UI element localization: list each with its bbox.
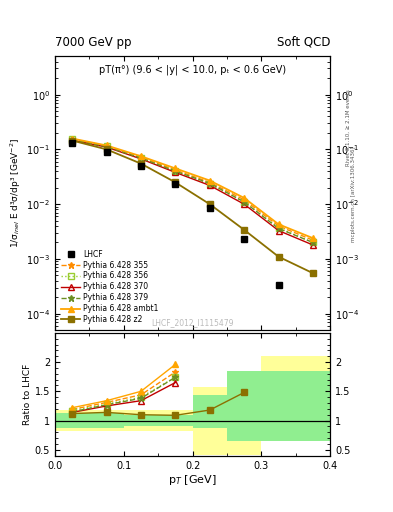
- Pythia 6.428 370: [242, 201, 246, 207]
- LHCF: [104, 150, 109, 156]
- Y-axis label: Ratio to LHCF: Ratio to LHCF: [23, 364, 32, 425]
- Pythia 6.428 ambt1: [70, 136, 75, 142]
- Pythia 6.428 379: [242, 199, 246, 205]
- Pythia 6.428 z2: [70, 138, 75, 144]
- Text: Rivet 3.1.10, ≥ 2.1M events: Rivet 3.1.10, ≥ 2.1M events: [345, 90, 350, 166]
- Text: Soft QCD: Soft QCD: [277, 36, 330, 49]
- Pythia 6.428 355: [242, 197, 246, 203]
- Pythia 6.428 370: [70, 137, 75, 143]
- Pythia 6.428 370: [139, 156, 143, 162]
- Pythia 6.428 370: [276, 227, 281, 233]
- Pythia 6.428 ambt1: [104, 142, 109, 148]
- X-axis label: p$_T$ [GeV]: p$_T$ [GeV]: [168, 473, 217, 487]
- Pythia 6.428 z2: [276, 253, 281, 260]
- Pythia 6.428 379: [173, 168, 178, 174]
- Text: LHCF_2012_I1115479: LHCF_2012_I1115479: [151, 318, 234, 328]
- Text: mcplots.cern.ch [arXiv:1306.3436]: mcplots.cern.ch [arXiv:1306.3436]: [351, 147, 356, 242]
- Pythia 6.428 356: [173, 168, 178, 174]
- Pythia 6.428 z2: [173, 179, 178, 185]
- Pythia 6.428 356: [104, 143, 109, 150]
- LHCF: [310, 344, 315, 350]
- Pythia 6.428 ambt1: [310, 235, 315, 241]
- Line: Pythia 6.428 z2: Pythia 6.428 z2: [70, 138, 316, 276]
- Line: Pythia 6.428 356: Pythia 6.428 356: [70, 137, 316, 245]
- Pythia 6.428 z2: [104, 146, 109, 153]
- Pythia 6.428 ambt1: [139, 153, 143, 159]
- Pythia 6.428 ambt1: [242, 195, 246, 201]
- Pythia 6.428 379: [139, 155, 143, 161]
- LHCF: [70, 140, 75, 146]
- Pythia 6.428 356: [139, 155, 143, 161]
- Pythia 6.428 z2: [139, 161, 143, 167]
- Pythia 6.428 355: [70, 136, 75, 142]
- Pythia 6.428 355: [310, 237, 315, 243]
- Pythia 6.428 370: [310, 242, 315, 248]
- Pythia 6.428 ambt1: [173, 165, 178, 172]
- Pythia 6.428 379: [70, 137, 75, 143]
- Pythia 6.428 370: [173, 169, 178, 176]
- Line: Pythia 6.428 355: Pythia 6.428 355: [69, 136, 316, 244]
- Text: 7000 GeV pp: 7000 GeV pp: [55, 36, 132, 49]
- Pythia 6.428 z2: [310, 270, 315, 276]
- Pythia 6.428 356: [276, 225, 281, 231]
- Pythia 6.428 355: [208, 179, 212, 185]
- Legend: LHCF, Pythia 6.428 355, Pythia 6.428 356, Pythia 6.428 370, Pythia 6.428 379, Py: LHCF, Pythia 6.428 355, Pythia 6.428 356…: [59, 247, 161, 327]
- LHCF: [139, 163, 143, 169]
- Pythia 6.428 370: [104, 144, 109, 150]
- LHCF: [208, 205, 212, 211]
- Pythia 6.428 355: [173, 167, 178, 173]
- Text: pT(π°) (9.6 < |y| < 10.0, pₜ < 0.6 GeV): pT(π°) (9.6 < |y| < 10.0, pₜ < 0.6 GeV): [99, 65, 286, 75]
- LHCF: [276, 282, 281, 288]
- Pythia 6.428 ambt1: [208, 178, 212, 184]
- Line: Pythia 6.428 370: Pythia 6.428 370: [70, 137, 316, 248]
- Pythia 6.428 ambt1: [276, 221, 281, 227]
- Pythia 6.428 356: [208, 181, 212, 187]
- Pythia 6.428 z2: [242, 227, 246, 233]
- Pythia 6.428 370: [208, 182, 212, 188]
- Pythia 6.428 379: [104, 144, 109, 150]
- Pythia 6.428 z2: [208, 201, 212, 207]
- Pythia 6.428 379: [276, 225, 281, 231]
- LHCF: [242, 236, 246, 242]
- Line: Pythia 6.428 ambt1: Pythia 6.428 ambt1: [69, 135, 316, 242]
- Pythia 6.428 355: [276, 223, 281, 229]
- Pythia 6.428 379: [208, 180, 212, 186]
- LHCF: [173, 181, 178, 187]
- Line: LHCF: LHCF: [69, 140, 316, 350]
- Pythia 6.428 356: [70, 136, 75, 142]
- Pythia 6.428 379: [310, 240, 315, 246]
- Pythia 6.428 355: [139, 154, 143, 160]
- Line: Pythia 6.428 379: Pythia 6.428 379: [69, 136, 316, 246]
- Y-axis label: 1/σ$_{inel}$ E d³σ/dp³ [GeV$^{-2}$]: 1/σ$_{inel}$ E d³σ/dp³ [GeV$^{-2}$]: [9, 138, 23, 248]
- Pythia 6.428 355: [104, 143, 109, 149]
- Pythia 6.428 356: [242, 199, 246, 205]
- Pythia 6.428 356: [310, 240, 315, 246]
